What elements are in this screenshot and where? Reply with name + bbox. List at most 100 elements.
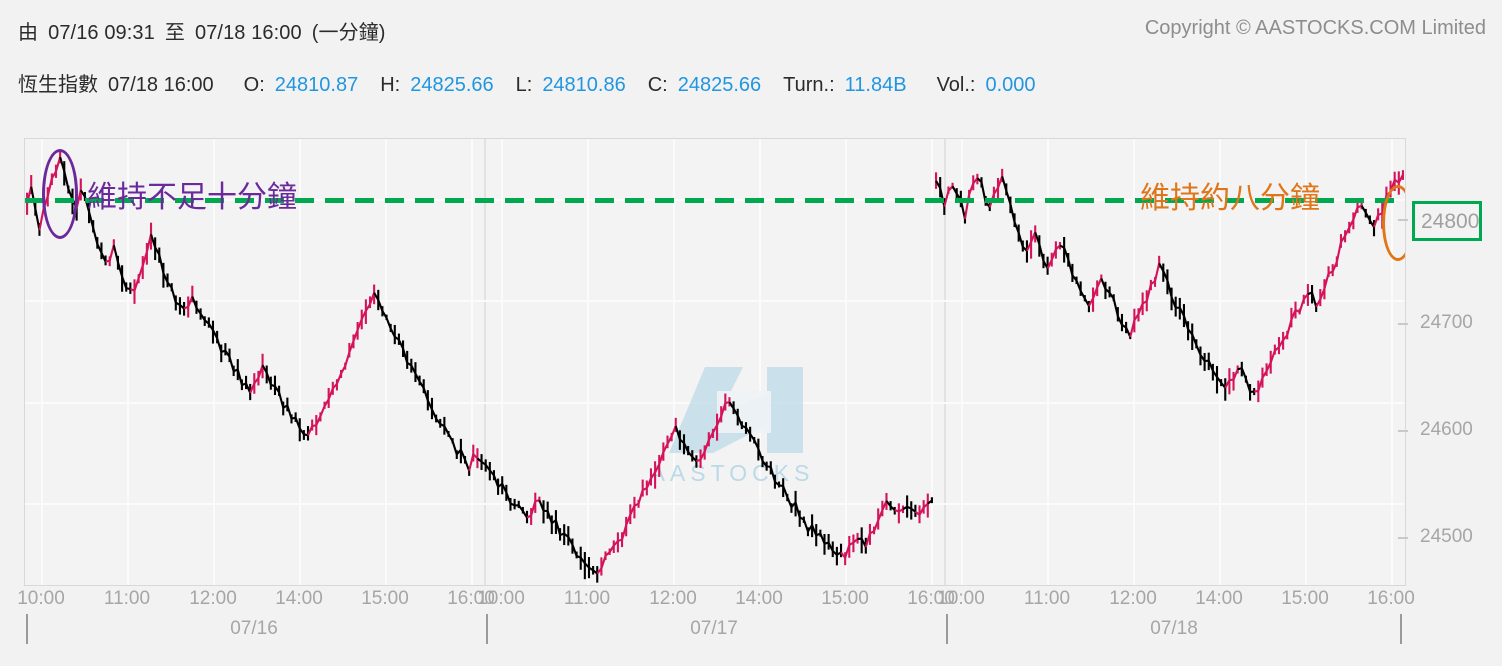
- x-tick-label: 12:00: [1109, 588, 1157, 609]
- price-connector: [774, 480, 780, 487]
- interval-label: (一分鐘): [311, 22, 386, 44]
- price-connector: [1166, 279, 1173, 298]
- price-connector: [696, 458, 701, 463]
- price-connector: [191, 296, 198, 309]
- price-connector: [559, 532, 565, 536]
- y-tick-dash: [1398, 430, 1408, 432]
- vertical-gridline: [845, 139, 847, 585]
- price-connector: [1038, 243, 1045, 262]
- price-connector: [778, 484, 784, 488]
- plot-frame[interactable]: AASTOCKS 維持不足十分鐘 維持約八分鐘: [24, 138, 1406, 586]
- price-connector: [972, 177, 979, 185]
- price-connector: [782, 485, 789, 498]
- price-connector: [1253, 389, 1259, 393]
- x-tick-label: 12:00: [649, 588, 697, 609]
- price-connector: [860, 538, 867, 548]
- price-connector: [88, 211, 95, 229]
- price-connector: [1182, 315, 1190, 330]
- price-connector: [621, 524, 628, 540]
- price-connector: [997, 176, 1004, 189]
- price-connector: [100, 252, 107, 263]
- price-connector: [716, 416, 723, 426]
- price-connector: [431, 408, 438, 420]
- quote-datetime: 07/18 16:00: [108, 74, 214, 96]
- price-connector: [125, 287, 131, 291]
- price-connector: [645, 477, 652, 489]
- price-connector: [1071, 274, 1078, 282]
- price-connector: [1311, 292, 1318, 308]
- price-connector: [1211, 370, 1218, 378]
- price-connector: [1013, 221, 1020, 234]
- price-connector: [1357, 204, 1363, 209]
- x-tick-label: 12:00: [189, 588, 237, 609]
- price-connector: [352, 329, 359, 342]
- vertical-gridline: [931, 139, 933, 585]
- price-connector: [472, 453, 479, 460]
- price-connector: [1278, 339, 1285, 348]
- price-connector: [1265, 362, 1272, 372]
- price-connector: [1129, 320, 1136, 338]
- price-connector: [968, 183, 975, 195]
- price-connector: [588, 566, 594, 572]
- x-tick-label: 11:00: [103, 588, 151, 609]
- support-level-line: [25, 197, 1405, 203]
- price-connector: [447, 433, 454, 442]
- price-connector: [1104, 288, 1111, 294]
- price-connector: [505, 492, 512, 504]
- x-axis-date-label: 07/17: [690, 618, 738, 639]
- price-connector: [687, 451, 694, 458]
- y-tick-24600: 24600: [1398, 419, 1473, 441]
- low-value: 24810.86: [542, 74, 626, 96]
- price-connector: [811, 524, 818, 536]
- price-connector: [749, 433, 756, 441]
- price-connector: [1050, 248, 1057, 261]
- price-connector: [406, 361, 412, 367]
- x-tick-label: 14:00: [735, 588, 783, 609]
- price-connector: [175, 301, 181, 306]
- price-connector: [286, 405, 293, 419]
- price-connector: [1088, 297, 1094, 307]
- price-connector: [563, 532, 569, 538]
- price-connector: [939, 187, 946, 207]
- price-connector: [1158, 262, 1165, 272]
- price-connector: [1108, 292, 1115, 300]
- vertical-gridline: [1047, 139, 1049, 585]
- x-tick-label: 15:00: [1281, 588, 1329, 609]
- price-connector: [394, 335, 400, 341]
- y-tick-label: 24700: [1420, 312, 1473, 333]
- price-connector: [435, 417, 442, 425]
- price-connector: [1042, 260, 1049, 269]
- price-connector: [1075, 280, 1082, 292]
- price-connector: [1030, 231, 1037, 243]
- price-connector: [571, 544, 578, 557]
- current-price-tag: 24800: [1412, 201, 1482, 241]
- price-connector: [1017, 232, 1024, 248]
- price-connector: [662, 443, 669, 453]
- price-connector: [212, 329, 219, 339]
- price-connector: [373, 292, 380, 301]
- vertical-gridline: [673, 139, 675, 585]
- price-connector: [873, 520, 880, 532]
- price-connector: [918, 506, 925, 516]
- price-connector: [1079, 290, 1086, 300]
- price-connector: [1237, 367, 1243, 371]
- price-connector: [150, 234, 157, 248]
- price-connector: [666, 435, 673, 445]
- price-connector: [844, 544, 851, 559]
- price-connector: [592, 569, 598, 575]
- price-connector: [633, 502, 640, 507]
- price-connector: [608, 544, 615, 553]
- price-connector: [179, 304, 185, 310]
- x-tick-label: 11:00: [563, 588, 611, 609]
- x-axis-date-label: 07/16: [230, 618, 278, 639]
- price-connector: [584, 562, 590, 569]
- price-connector: [1257, 377, 1264, 392]
- price-connector: [377, 299, 384, 312]
- price-connector: [699, 451, 706, 461]
- quote-summary-line: 恆生指數 07/18 16:00 O: 24810.87 H: 24825.66 L: 248…: [18, 68, 1036, 97]
- price-connector: [443, 425, 450, 435]
- price-connector: [1100, 278, 1107, 290]
- price-connector: [1154, 263, 1161, 282]
- price-connector: [1286, 319, 1293, 336]
- price-connector: [402, 348, 409, 364]
